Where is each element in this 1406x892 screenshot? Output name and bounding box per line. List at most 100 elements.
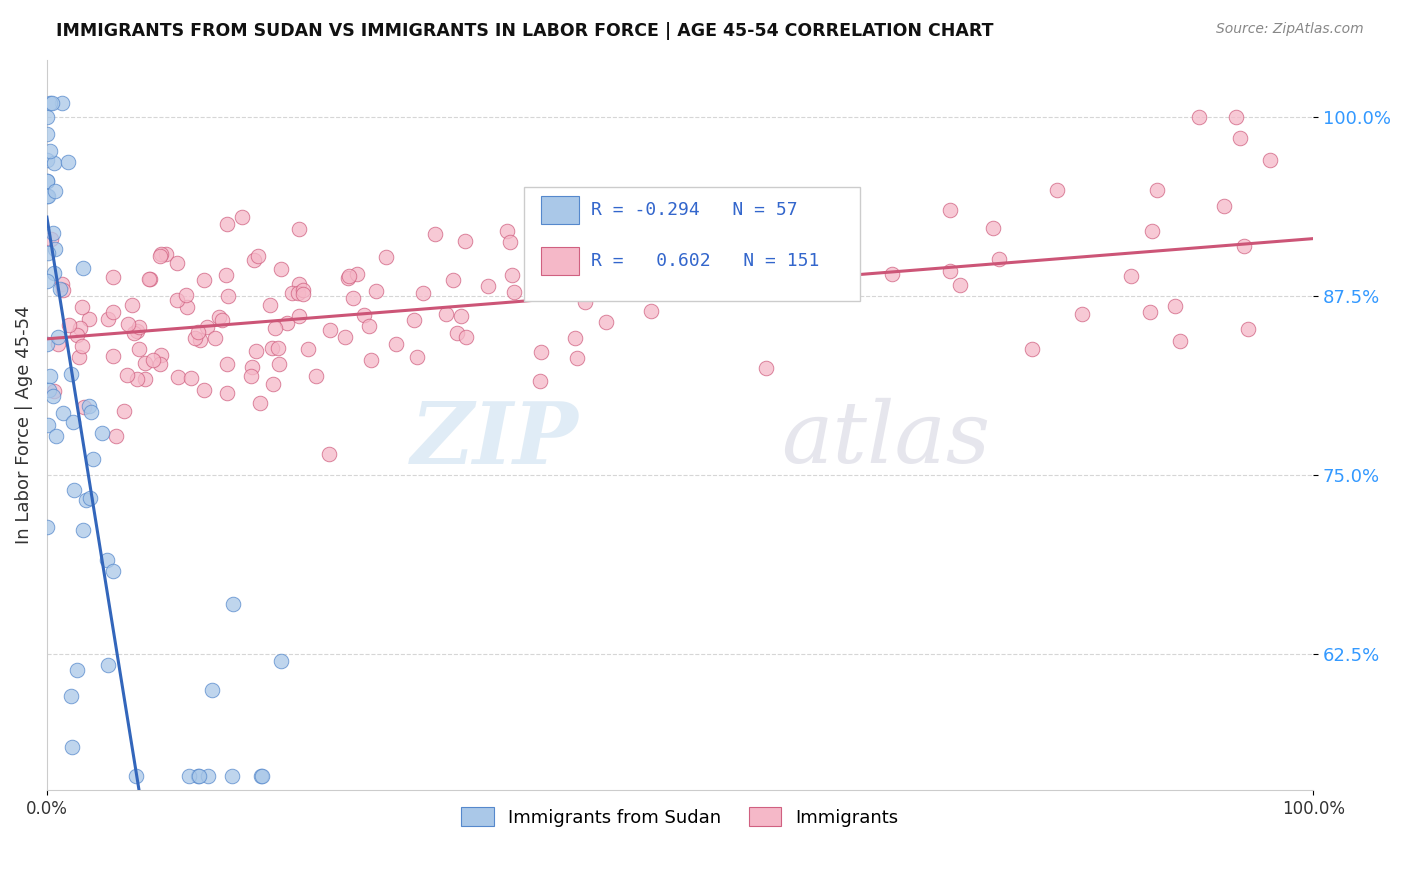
Point <box>37 189 59 203</box>
Point <box>204 330 226 344</box>
Point <box>49 282 72 296</box>
Point <box>385 336 408 351</box>
Point <box>581 255 603 269</box>
Point <box>533 205 555 219</box>
Point <box>423 227 446 242</box>
Point <box>242 253 264 268</box>
Point <box>46 337 69 351</box>
Point <box>79 491 101 505</box>
Point <box>454 329 477 343</box>
Point <box>949 278 972 293</box>
Point <box>60 367 83 381</box>
Point <box>103 270 125 285</box>
Point <box>101 564 124 578</box>
Text: Source: ZipAtlas.com: Source: ZipAtlas.com <box>1216 22 1364 37</box>
Point <box>1146 183 1168 197</box>
Point <box>1164 300 1187 314</box>
Point <box>564 330 586 344</box>
Point <box>211 313 233 327</box>
Point <box>215 386 238 401</box>
Point <box>42 389 65 403</box>
Point <box>38 383 60 397</box>
Point <box>180 371 202 385</box>
Point <box>42 155 65 169</box>
Point <box>128 319 150 334</box>
Point <box>405 350 427 364</box>
Point <box>366 284 388 298</box>
Point <box>193 273 215 287</box>
Point <box>276 317 298 331</box>
Point <box>1258 153 1281 167</box>
Point <box>231 210 253 224</box>
Point <box>778 256 800 270</box>
Point <box>716 219 738 233</box>
Point <box>454 235 477 249</box>
Point <box>179 769 201 783</box>
Point <box>187 769 209 783</box>
Point <box>35 174 58 188</box>
Point <box>292 287 315 301</box>
Point <box>374 250 396 264</box>
Point <box>197 769 219 783</box>
Point <box>801 268 824 283</box>
Point <box>42 226 65 240</box>
Point <box>529 283 551 297</box>
Bar <box>541 196 579 224</box>
Point <box>221 769 243 783</box>
Legend: Immigrants from Sudan, Immigrants: Immigrants from Sudan, Immigrants <box>453 798 908 836</box>
Text: R = -0.294   N = 57: R = -0.294 N = 57 <box>592 201 799 219</box>
FancyBboxPatch shape <box>524 187 860 301</box>
Point <box>201 682 224 697</box>
Point <box>73 400 96 414</box>
Point <box>640 304 662 318</box>
Point <box>240 369 263 384</box>
Point <box>134 356 156 370</box>
Point <box>412 285 434 300</box>
Point <box>264 320 287 334</box>
Point <box>39 368 62 383</box>
Point <box>37 245 59 260</box>
Point <box>207 310 229 325</box>
Point <box>319 323 342 337</box>
Point <box>1021 342 1043 356</box>
Point <box>97 311 120 326</box>
Point <box>39 95 62 110</box>
Point <box>38 145 60 159</box>
Point <box>572 239 595 253</box>
Point <box>404 313 426 327</box>
Point <box>166 293 188 307</box>
Point <box>167 369 190 384</box>
Point <box>565 351 588 365</box>
Point <box>501 268 523 282</box>
Point <box>246 249 269 263</box>
Point <box>37 417 59 432</box>
Point <box>149 357 172 371</box>
Point <box>174 288 197 302</box>
Point <box>67 351 90 365</box>
Point <box>51 277 73 291</box>
Point <box>72 523 94 537</box>
Point <box>104 429 127 443</box>
Point <box>52 406 75 420</box>
Text: ZIP: ZIP <box>411 398 579 481</box>
Point <box>193 383 215 397</box>
Point <box>103 349 125 363</box>
Point <box>269 357 291 371</box>
Point <box>70 300 93 314</box>
Point <box>134 372 156 386</box>
Point <box>1188 110 1211 124</box>
Point <box>58 318 80 332</box>
Point <box>190 333 212 347</box>
Point <box>939 264 962 278</box>
Point <box>149 249 172 263</box>
Point <box>297 342 319 356</box>
Y-axis label: In Labor Force | Age 45-54: In Labor Force | Age 45-54 <box>15 305 32 544</box>
Point <box>42 266 65 280</box>
Point <box>35 127 58 141</box>
Point <box>69 320 91 334</box>
Point <box>112 403 135 417</box>
Point <box>591 274 613 288</box>
Point <box>72 339 94 353</box>
Point <box>1233 239 1256 253</box>
Point <box>305 369 328 384</box>
